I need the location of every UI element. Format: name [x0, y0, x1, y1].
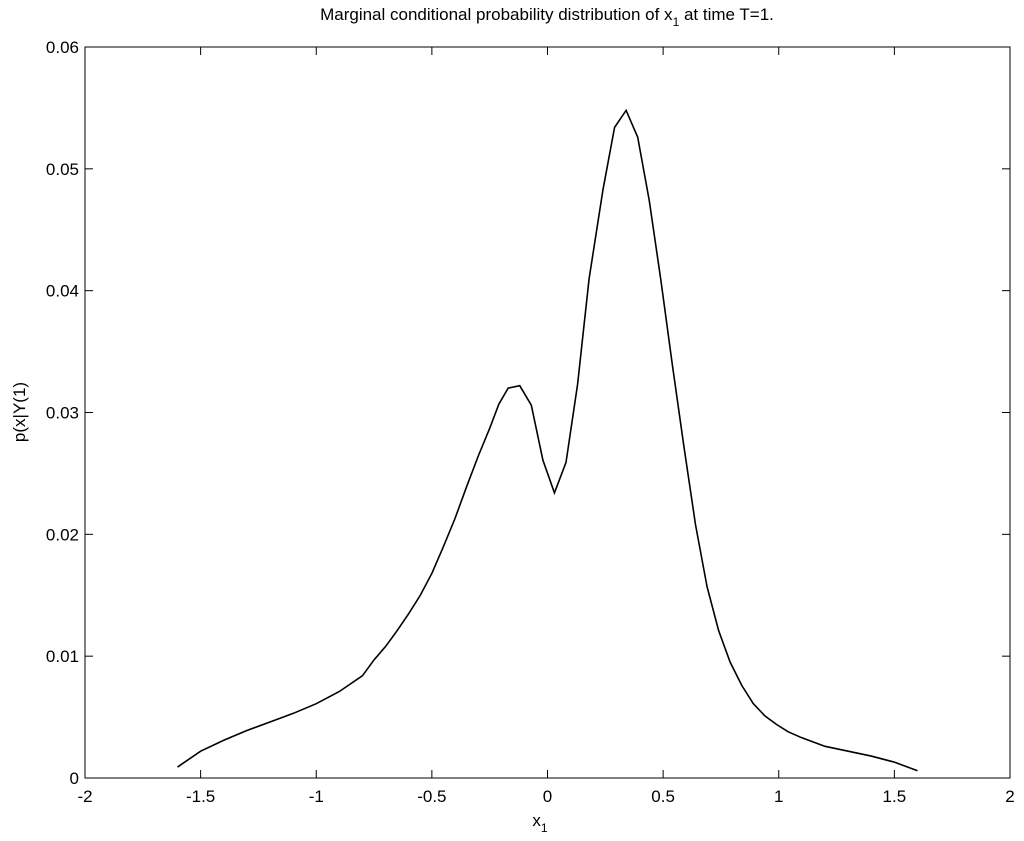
- x-tick-label: -2: [77, 787, 92, 806]
- x-tick-label: -0.5: [417, 787, 446, 806]
- y-tick-label: 0.06: [46, 38, 79, 57]
- x-tick-label: 1.5: [883, 787, 907, 806]
- x-label-subscript: 1: [541, 821, 548, 835]
- x-tick-label: 2: [1005, 787, 1014, 806]
- x-label-text: x: [532, 811, 541, 830]
- data-line: [177, 108, 918, 772]
- x-tick-label: 0: [543, 787, 552, 806]
- title-text: Marginal conditional probability distrib…: [320, 5, 673, 24]
- y-tick-label: 0: [70, 769, 79, 788]
- x-tick-label: 0.5: [651, 787, 675, 806]
- y-tick-label: 0.03: [46, 404, 79, 423]
- y-tick-label: 0.01: [46, 647, 79, 666]
- title-subscript: 1: [673, 15, 680, 29]
- x-tick-label: -1.5: [186, 787, 215, 806]
- y-tick-label: 0.05: [46, 160, 79, 179]
- y-tick-label: 0.04: [46, 282, 79, 301]
- chart-title: Marginal conditional probability distrib…: [320, 5, 774, 29]
- x-tick-label: 1: [774, 787, 783, 806]
- y-tick-label: 0.02: [46, 525, 79, 544]
- x-axis-label: x1: [532, 811, 548, 835]
- y-axis-label: p(x|Y(1): [10, 382, 29, 442]
- x-tick-label: -1: [309, 787, 324, 806]
- title-text: at time T=1.: [679, 5, 774, 24]
